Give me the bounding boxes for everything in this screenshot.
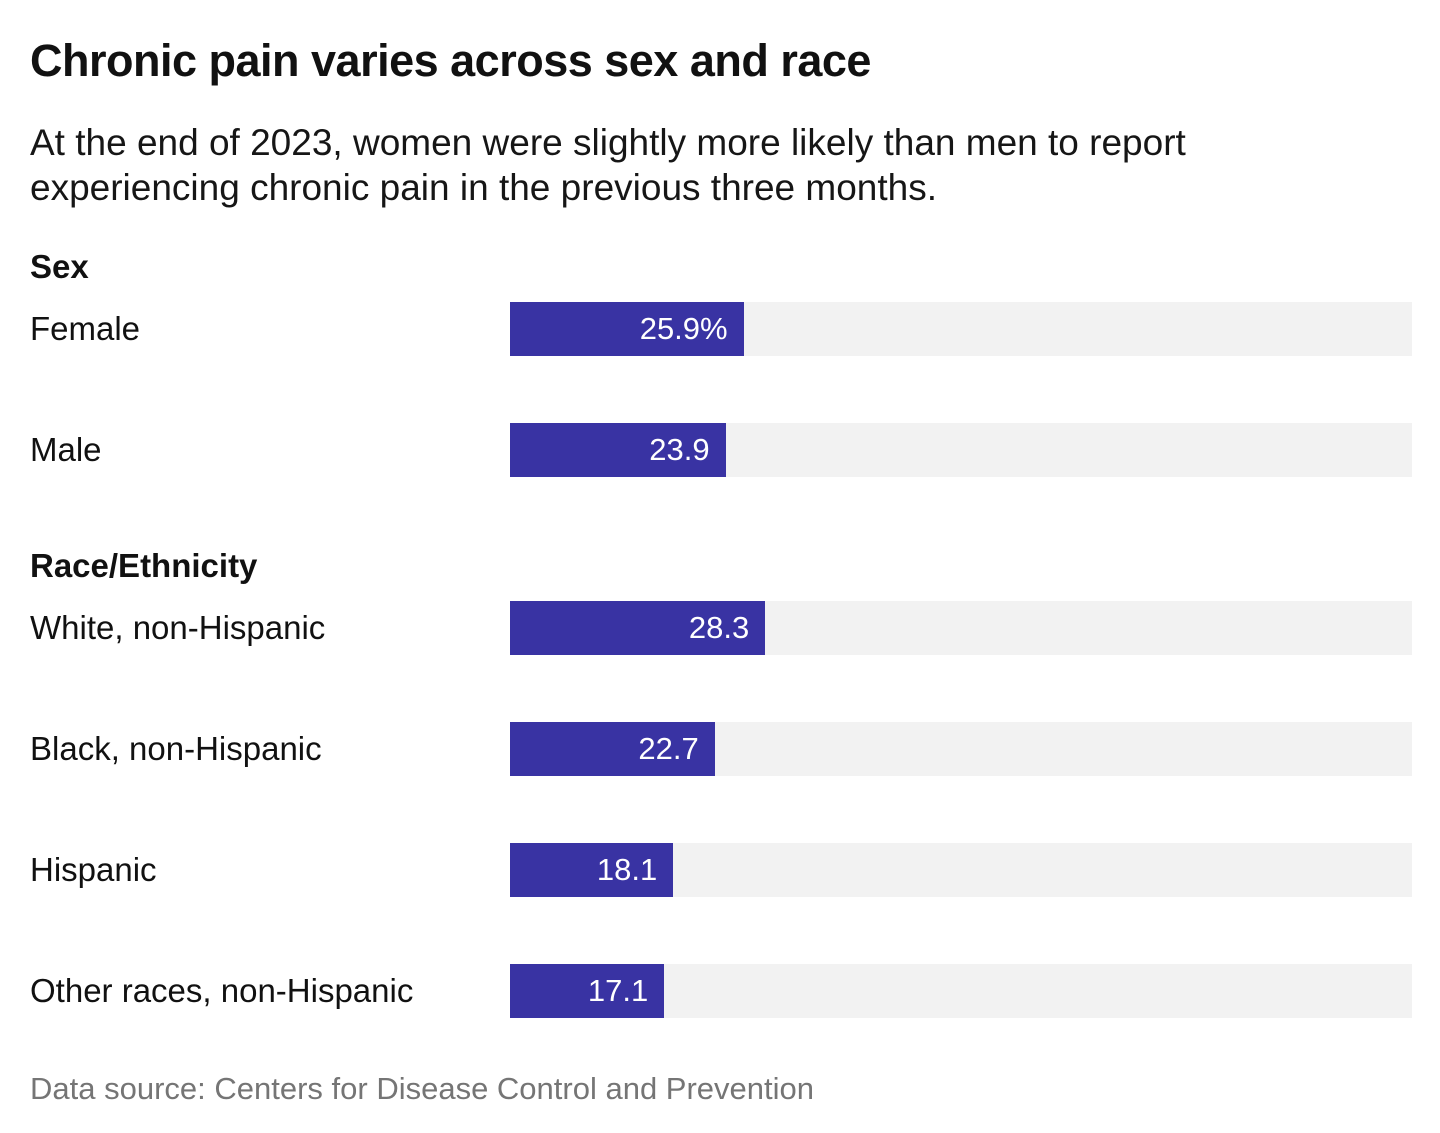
bar-track: 25.9% (510, 301, 1412, 356)
category-label: Hispanic (30, 850, 157, 888)
bar: 25.9% (510, 301, 744, 356)
group-header: Race/Ethnicity (30, 546, 258, 584)
bar-track: 22.7 (510, 721, 1412, 776)
bar: 17.1 (510, 963, 665, 1018)
category-label: Male (30, 430, 102, 468)
bar-value-label: 22.7 (638, 730, 699, 766)
bar-track: 23.9 (510, 422, 1412, 477)
bar-chart: Sex Female 25.9% Male 23.9 Race/Ethnicity Whit… (30, 248, 1412, 1018)
category-label: Black, non-Hispanic (30, 729, 322, 767)
bar-track: 17.1 (510, 963, 1412, 1018)
category-label: White, non-Hispanic (30, 608, 326, 646)
bar: 28.3 (510, 600, 766, 655)
bar-value-label: 17.1 (587, 972, 649, 1008)
bar-row: Other races, non-Hispanic 17.1 (30, 963, 1412, 1018)
category-label: Female (30, 309, 141, 347)
category-label: Other races, non-Hispanic (30, 971, 414, 1009)
bar-row: Black, non-Hispanic 22.7 (30, 721, 1412, 776)
data-source-note: Data source: Centers for Disease Control… (30, 1070, 815, 1106)
chart-title: Chronic pain varies across sex and race (30, 35, 871, 86)
bar-row: Hispanic 18.1 (30, 842, 1412, 897)
bar-row: Female 25.9% (30, 301, 1412, 356)
bar-value-label: 18.1 (596, 851, 658, 887)
bar-track: 28.3 (510, 600, 1412, 655)
bar: 23.9 (510, 422, 726, 477)
chart-card: Chronic pain varies across sex and race … (30, 35, 1412, 1106)
bar-value-label: 23.9 (649, 431, 710, 467)
bar-value-label: 25.9% (639, 310, 728, 346)
bar: 18.1 (510, 842, 674, 897)
chart-subtitle: At the end of 2023, women were slightly … (30, 121, 1186, 208)
bar-row: Male 23.9 (30, 422, 1412, 477)
bar-row: White, non-Hispanic 28.3 (30, 600, 1412, 655)
bar: 22.7 (510, 721, 715, 776)
bar-value-label: 28.3 (688, 609, 750, 645)
bar-track: 18.1 (510, 842, 1412, 897)
group-header: Sex (30, 247, 89, 285)
